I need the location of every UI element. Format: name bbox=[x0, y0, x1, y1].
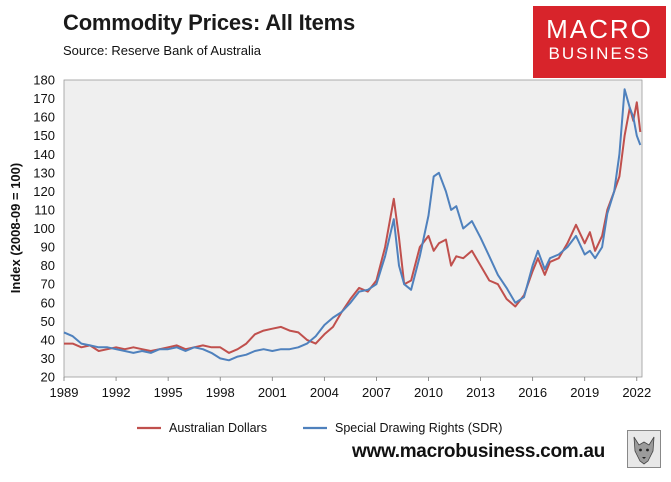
chart-title: Commodity Prices: All Items bbox=[63, 10, 356, 35]
y-tick-label: 70 bbox=[41, 277, 55, 292]
x-tick-label: 1989 bbox=[50, 385, 79, 400]
legend-label-sdr: Special Drawing Rights (SDR) bbox=[335, 421, 502, 435]
y-axis-ticks: 20 30 40 50 60 70 80 90 100 110 120 130 140 150 160 170… bbox=[33, 73, 55, 385]
x-tick-label: 2010 bbox=[414, 385, 443, 400]
logo-line-2: BUSINESS bbox=[548, 44, 651, 63]
x-tick-label: 1992 bbox=[102, 385, 131, 400]
macrobusiness-logo[interactable]: MACRO BUSINESS bbox=[533, 6, 666, 78]
x-tick-label: 2022 bbox=[622, 385, 651, 400]
x-tick-label: 1995 bbox=[154, 385, 183, 400]
y-tick-label: 30 bbox=[41, 351, 55, 366]
series-lines bbox=[63, 88, 642, 362]
y-tick-label: 130 bbox=[33, 165, 55, 180]
x-tick-label: 2016 bbox=[518, 385, 547, 400]
legend-label-aud: Australian Dollars bbox=[169, 421, 267, 435]
x-tick-label: 2019 bbox=[570, 385, 599, 400]
chart-source: Source: Reserve Bank of Australia bbox=[63, 43, 261, 58]
x-tick-label: 2007 bbox=[362, 385, 391, 400]
y-axis-label: Index (2008-09 = 100) bbox=[8, 163, 23, 293]
legend: Australian Dollars Special Drawing Right… bbox=[137, 421, 502, 435]
y-tick-label: 50 bbox=[41, 314, 55, 329]
x-tick-label: 2004 bbox=[310, 385, 339, 400]
plot-area bbox=[63, 79, 643, 378]
logo-line-1: MACRO bbox=[546, 14, 653, 44]
x-tick-label: 1998 bbox=[206, 385, 235, 400]
y-tick-label: 170 bbox=[33, 91, 55, 106]
x-tick-label: 2001 bbox=[258, 385, 287, 400]
y-tick-label: 40 bbox=[41, 332, 55, 347]
series-line-aud bbox=[64, 101, 642, 354]
series-line-sdr bbox=[63, 88, 642, 362]
y-tick-label: 120 bbox=[33, 184, 55, 199]
x-axis-ticks: 1989 1992 1995 1998 2001 2004 2007 2010 2013 2016… bbox=[50, 377, 651, 400]
y-tick-label: 180 bbox=[33, 73, 55, 88]
x-tick-label: 2013 bbox=[466, 385, 495, 400]
y-tick-label: 20 bbox=[41, 370, 55, 385]
y-tick-label: 110 bbox=[34, 202, 55, 217]
y-tick-label: 90 bbox=[41, 240, 55, 255]
y-tick-label: 140 bbox=[33, 147, 55, 162]
wolf-logo-icon bbox=[627, 430, 661, 468]
y-tick-label: 160 bbox=[33, 110, 55, 125]
y-tick-label: 150 bbox=[33, 128, 55, 143]
website-url[interactable]: www.macrobusiness.com.au bbox=[352, 441, 605, 462]
y-tick-label: 100 bbox=[33, 221, 55, 236]
y-tick-label: 60 bbox=[41, 295, 55, 310]
y-tick-label: 80 bbox=[41, 258, 55, 273]
